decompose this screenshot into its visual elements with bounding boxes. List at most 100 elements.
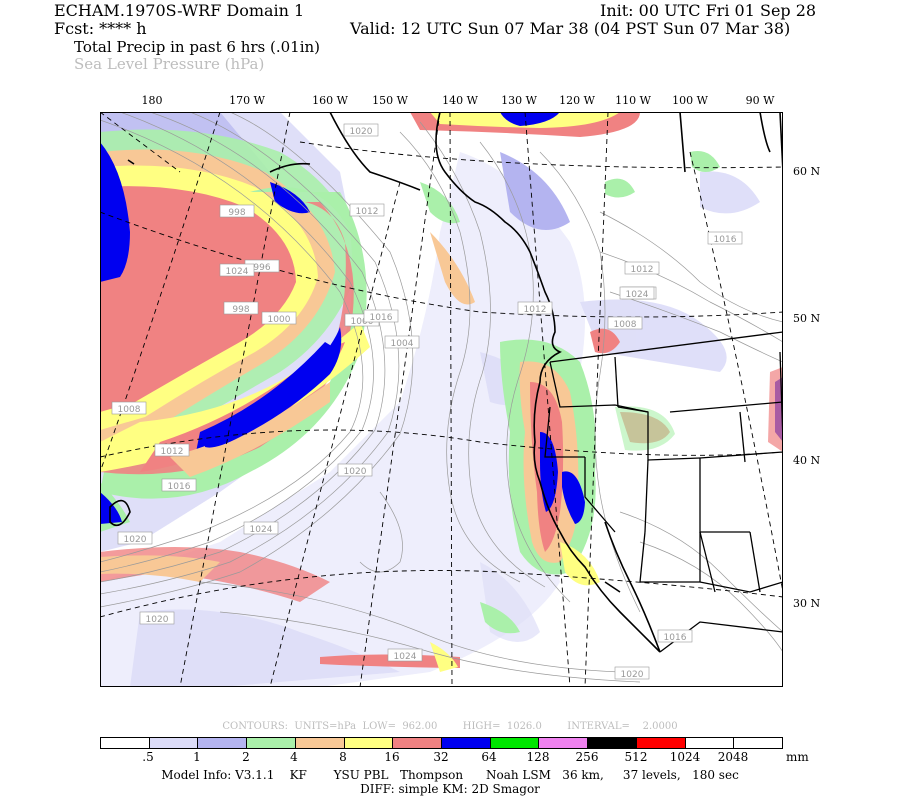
- colorbar-swatch: [685, 738, 735, 748]
- lon-label: 110 W: [615, 94, 651, 107]
- svg-text:1008: 1008: [118, 405, 141, 415]
- svg-text:1020: 1020: [146, 615, 169, 625]
- lon-label: 150 W: [372, 94, 408, 107]
- colorbar-swatch: [539, 738, 589, 748]
- isobar-label-box: 1016: [161, 478, 197, 492]
- svg-text:998: 998: [228, 208, 245, 218]
- svg-text:1024: 1024: [626, 290, 649, 300]
- forecast-hour: Fcst: **** h: [54, 19, 147, 38]
- isobar-label-box: 1016: [657, 629, 693, 643]
- isobar-label-box: 998: [223, 301, 259, 315]
- isobar-label-box: 1004: [384, 335, 420, 349]
- svg-text:1016: 1016: [168, 482, 191, 492]
- svg-text:1020: 1020: [350, 127, 373, 137]
- svg-text:1020: 1020: [344, 467, 367, 477]
- political-borders: [544, 331, 783, 653]
- lon-label: 180: [141, 94, 163, 107]
- svg-text:1012: 1012: [524, 305, 547, 315]
- lon-label: 140 W: [442, 94, 478, 107]
- svg-text:1024: 1024: [250, 525, 273, 535]
- colorbar-label: 2048: [717, 750, 749, 764]
- isobar-label-box: 1024: [243, 521, 279, 535]
- isobar-label-box: 1020: [337, 463, 373, 477]
- colorbar-label: 128: [526, 750, 550, 764]
- svg-text:1000: 1000: [268, 315, 291, 325]
- heavy-precip-band: [205, 327, 342, 448]
- lat-label: 60 N: [793, 165, 821, 178]
- colorbar-label: 1: [193, 750, 201, 764]
- lat-label: 50 N: [793, 312, 821, 325]
- colorbar-label: 8: [339, 750, 347, 764]
- colorbar-label: 16: [384, 750, 400, 764]
- colorbar-swatch: [734, 738, 783, 748]
- colorbar-swatch: [149, 738, 199, 748]
- field-precip-label: Total Precip in past 6 hrs (.01in): [74, 38, 321, 56]
- lon-label: 100 W: [672, 94, 708, 107]
- colorbar-swatch: [393, 738, 443, 748]
- isobar-label-box: 1024: [619, 286, 655, 300]
- isobar-label-box: 1020: [343, 123, 379, 137]
- colorbar-label: 256: [575, 750, 599, 764]
- svg-text:1000: 1000: [351, 317, 374, 327]
- lat-label: 40 N: [793, 454, 821, 467]
- isobar-label-box: 1008: [111, 401, 147, 415]
- svg-text:1020: 1020: [124, 535, 147, 545]
- lon-label: 160 W: [312, 94, 348, 107]
- isobar-label-box: 1012: [154, 443, 190, 457]
- colorbar-label: .5: [142, 750, 154, 764]
- svg-text:1008: 1008: [614, 320, 637, 330]
- isobar-label-box: 1024: [387, 648, 423, 662]
- lon-label: 120 W: [559, 94, 595, 107]
- isobar-label-box: 1020: [614, 666, 650, 680]
- isobar-label-box: 1024: [219, 263, 255, 277]
- colorbar-swatch: [247, 738, 296, 748]
- lon-label: 90 W: [745, 94, 775, 107]
- svg-text:1004: 1004: [391, 339, 414, 349]
- svg-text:996: 996: [253, 263, 270, 273]
- colorbar-label: 512: [624, 750, 648, 764]
- colorbar-swatch: [101, 738, 150, 748]
- lon-label: 170 W: [229, 94, 265, 107]
- svg-text:1016: 1016: [714, 235, 737, 245]
- model-title: ECHAM.1970S-WRF Domain 1: [54, 1, 305, 20]
- svg-text:1012: 1012: [631, 265, 654, 275]
- svg-text:1016: 1016: [370, 313, 393, 323]
- isobar-label-box: 1012: [624, 261, 660, 275]
- diff-info: DIFF: simple KM: 2D Smagor: [360, 782, 540, 796]
- contour-info: CONTOURS: UNITS=hPa LOW= 962.00 HIGH= 10…: [222, 721, 678, 732]
- isobar-label-box: 998: [219, 204, 255, 218]
- isobar-label-box: 1020: [117, 531, 153, 545]
- colorbar-label: 2: [242, 750, 250, 764]
- field-slp-label: Sea Level Pressure (hPa): [74, 55, 265, 73]
- coastlines: [109, 112, 783, 653]
- colorbar-swatch: [295, 738, 345, 748]
- isobar-label-box: 1012: [349, 203, 385, 217]
- precip-slp-map: 1020 1012 1016 1008 1012 1012 1004 1000 …: [100, 112, 783, 687]
- map-frame: [100, 112, 783, 687]
- western-edge-precip: [100, 142, 330, 602]
- svg-text:1012: 1012: [356, 207, 379, 217]
- init-time: Init: 00 UTC Fri 01 Sep 28: [600, 1, 817, 20]
- colorbar-swatch: [490, 738, 540, 748]
- precip-colorbar: [100, 737, 783, 749]
- colorbar-label: 4: [290, 750, 298, 764]
- model-info: Model Info: V3.1.1 KF YSU PBL Thompson N…: [161, 768, 739, 782]
- svg-text:1016: 1016: [664, 633, 687, 643]
- isobar-label-box: 1016: [363, 309, 399, 323]
- isobar-label-box: 1008: [607, 316, 643, 330]
- svg-text:1024: 1024: [226, 267, 249, 277]
- lat-lon-grid: [100, 112, 783, 687]
- colorbar-swatch: [588, 738, 637, 748]
- colorbar-swatch: [198, 738, 248, 748]
- svg-text:1012: 1012: [161, 447, 184, 457]
- colorbar-label: 1024: [669, 750, 701, 764]
- lon-label: 130 W: [501, 94, 537, 107]
- valid-time: Valid: 12 UTC Sun 07 Mar 38 (04 PST Sun …: [350, 19, 791, 38]
- colorbar-unit: mm: [786, 750, 809, 764]
- colorbar-swatch: [344, 738, 394, 748]
- lat-label: 30 N: [793, 597, 821, 610]
- colorbar-label: 64: [481, 750, 497, 764]
- isobar-label-box: 1012: [517, 301, 553, 315]
- west-coast-precip: [500, 328, 675, 586]
- colorbar-label: 32: [433, 750, 449, 764]
